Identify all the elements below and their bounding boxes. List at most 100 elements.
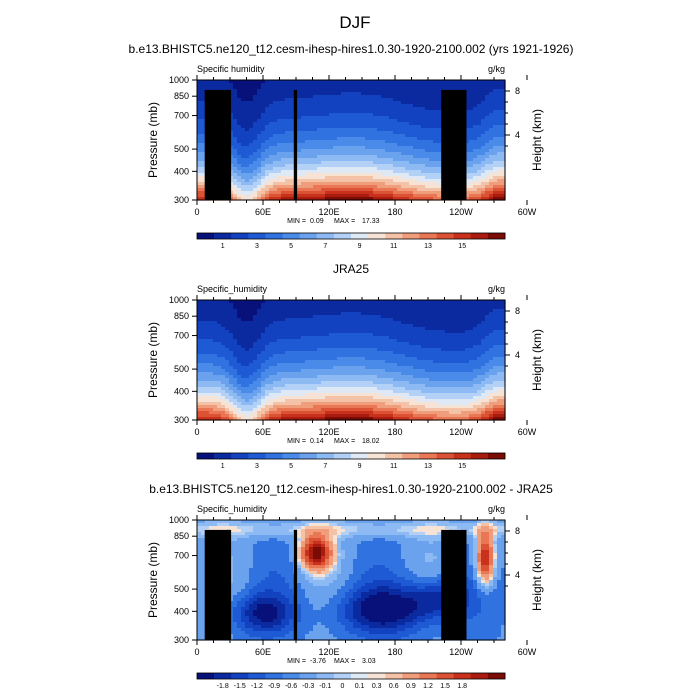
field-cell (353, 128, 358, 132)
field-cell (257, 107, 262, 111)
field-cell (277, 98, 282, 102)
field-cell (413, 140, 418, 144)
field-cell (317, 318, 322, 322)
field-cell (437, 155, 442, 159)
field-cell (417, 197, 422, 201)
field-cell (457, 324, 462, 328)
field-cell (201, 152, 206, 156)
field-cell (433, 95, 438, 99)
field-cell (249, 122, 254, 126)
field-cell (473, 128, 478, 132)
field-cell (241, 113, 246, 117)
field-cell (481, 197, 486, 201)
field-cell (369, 327, 374, 331)
field-cell (501, 351, 506, 355)
field-cell (405, 80, 410, 84)
field-cell (213, 363, 218, 367)
field-cell (409, 348, 414, 352)
field-cell (405, 125, 410, 129)
field-cell (365, 357, 370, 361)
field-cell (341, 128, 346, 132)
field-cell (429, 116, 434, 120)
field-cell (401, 143, 406, 147)
field-cell (201, 107, 206, 111)
field-cell (317, 324, 322, 328)
field-cell (457, 357, 462, 361)
field-cell (265, 327, 270, 331)
field-cell (381, 89, 386, 93)
field-cell (401, 194, 406, 198)
field-cell (261, 167, 266, 171)
field-cell (377, 140, 382, 144)
field-cell (477, 312, 482, 316)
field-cell (313, 333, 318, 337)
field-cell (321, 86, 326, 90)
field-cell (341, 122, 346, 126)
field-cell (357, 336, 362, 340)
field-cell (477, 197, 482, 201)
field-cell (417, 137, 422, 141)
field-cell (361, 179, 366, 183)
field-cell (393, 152, 398, 156)
field-cell (473, 92, 478, 96)
field-cell (329, 125, 334, 129)
field-cell (385, 176, 390, 180)
field-cell (421, 143, 426, 147)
field-cell (345, 161, 350, 165)
field-cell (341, 348, 346, 352)
field-cell (437, 92, 442, 96)
field-cell (289, 191, 294, 195)
field-cell (265, 155, 270, 159)
field-cell (317, 167, 322, 171)
field-cell (273, 185, 278, 189)
field-cell (417, 176, 422, 180)
field-cell (493, 321, 498, 325)
field-cell (397, 194, 402, 198)
field-cell (361, 336, 366, 340)
field-cell (313, 182, 318, 186)
field-cell (353, 113, 358, 117)
field-cell (309, 348, 314, 352)
field-cell (205, 336, 210, 340)
field-cell (377, 167, 382, 171)
field-cell (393, 128, 398, 132)
field-cell (333, 182, 338, 186)
field-cell (289, 143, 294, 147)
field-cell (385, 197, 390, 201)
field-cell (277, 182, 282, 186)
field-cell (201, 327, 206, 331)
field-cell (409, 95, 414, 99)
field-cell (245, 161, 250, 165)
field-cell (289, 125, 294, 129)
field-cell (477, 146, 482, 150)
field-cell (381, 315, 386, 319)
field-cell (249, 194, 254, 198)
field-cell (285, 366, 290, 370)
field-cell (289, 324, 294, 328)
field-cell (373, 116, 378, 120)
field-cell (265, 179, 270, 183)
panel-1-ylabel: Pressure (mb) (146, 102, 160, 178)
field-cell (385, 152, 390, 156)
field-cell (229, 83, 234, 87)
field-cell (333, 143, 338, 147)
field-cell (413, 110, 418, 114)
field-cell (305, 360, 310, 364)
field-cell (249, 336, 254, 340)
field-cell (309, 197, 314, 201)
field-cell (309, 330, 314, 334)
field-cell (453, 309, 458, 313)
field-cell (501, 164, 506, 168)
field-cell (421, 182, 426, 186)
field-cell (317, 360, 322, 364)
field-cell (233, 342, 238, 346)
field-cell (241, 360, 246, 364)
field-cell (345, 80, 350, 84)
field-cell (385, 336, 390, 340)
field-cell (397, 336, 402, 340)
field-cell (341, 345, 346, 349)
field-cell (501, 122, 506, 126)
y-tick-label: 500 (174, 144, 189, 154)
field-cell (197, 146, 202, 150)
field-cell (473, 309, 478, 313)
